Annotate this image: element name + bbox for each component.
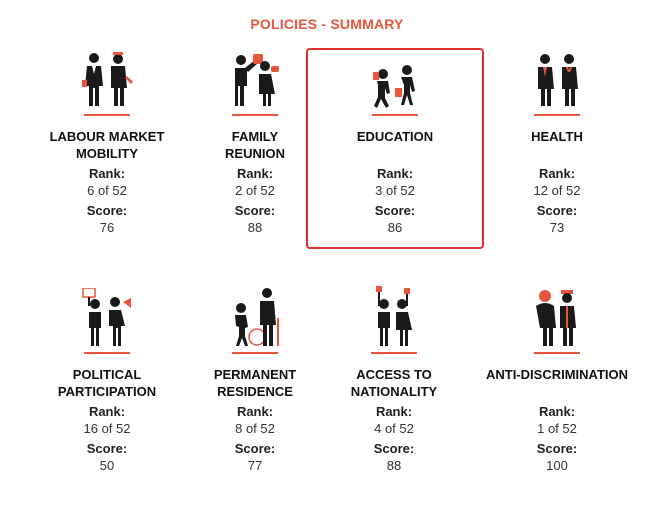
policy-card-anti-discrimination[interactable]: ANTI-DISCRIMINATION Rank: 1 of 52 Score:… <box>482 288 632 474</box>
score-label: Score: <box>374 203 416 218</box>
rank-label: Rank: <box>538 404 576 419</box>
score-value: 88 <box>386 458 402 473</box>
rank-label: Rank: <box>375 404 413 419</box>
score-label: Score: <box>86 203 128 218</box>
policy-card-political-participation[interactable]: POLITICAL PARTICIPATION Rank: 16 of 52 Sc… <box>32 288 182 474</box>
score-label: Score: <box>234 203 276 218</box>
rank-value: 16 of 52 <box>83 421 131 436</box>
score-value: 88 <box>247 220 263 235</box>
score-value: 50 <box>99 458 115 473</box>
rank-value: 6 of 52 <box>87 183 127 198</box>
score-value: 73 <box>549 220 565 235</box>
family-icon <box>180 50 330 108</box>
accent-underline <box>534 114 580 116</box>
policy-card-permanent-residence[interactable]: PERMANENT RESIDENCE Rank: 8 of 52 Score: … <box>180 288 330 474</box>
accent-underline <box>84 352 130 354</box>
score-label: Score: <box>86 441 128 456</box>
policy-card-access-to-nationality[interactable]: ACCESS TO NATIONALITY Rank: 4 of 52 Score… <box>319 286 469 474</box>
rank-label: Rank: <box>88 166 126 181</box>
policy-card-health[interactable]: HEALTH Rank: 12 of 52 Score: 73 <box>482 50 632 236</box>
students-icon <box>308 50 482 108</box>
rank-label: Rank: <box>376 166 414 181</box>
policy-card-labour-market-mobility[interactable]: LABOUR MARKET MOBILITY Rank: 6 of 52 Scor… <box>32 50 182 236</box>
rank-value: 1 of 52 <box>537 421 577 436</box>
policy-title: ACCESS TO NATIONALITY <box>350 367 438 399</box>
accent-underline <box>534 352 580 354</box>
policy-title: PERMANENT RESIDENCE <box>213 367 297 399</box>
rank-value: 12 of 52 <box>533 183 581 198</box>
accent-underline <box>232 352 278 354</box>
voters-icon <box>319 286 469 346</box>
doctors-icon <box>482 50 632 108</box>
policy-card-family-reunion[interactable]: FAMILY REUNION Rank: 2 of 52 Score: 88 <box>180 50 330 236</box>
score-value: 76 <box>99 220 115 235</box>
rank-label: Rank: <box>236 166 274 181</box>
policy-title: HEALTH <box>531 129 583 144</box>
page-title: POLICIES - SUMMARY <box>250 16 404 32</box>
rank-value: 8 of 52 <box>235 421 275 436</box>
rank-value: 3 of 52 <box>375 183 415 198</box>
accent-underline <box>371 352 417 354</box>
score-value: 100 <box>546 458 568 473</box>
score-label: Score: <box>536 441 578 456</box>
workers-icon <box>32 50 182 108</box>
policies-grid: LABOUR MARKET MOBILITY Rank: 6 of 52 Scor… <box>32 48 632 500</box>
equality-icon <box>482 288 632 346</box>
rank-value: 4 of 52 <box>374 421 414 436</box>
accent-underline <box>84 114 130 116</box>
policy-title: FAMILY REUNION <box>225 129 285 161</box>
rank-label: Rank: <box>88 404 126 419</box>
score-label: Score: <box>373 441 415 456</box>
policy-card-education[interactable]: EDUCATION Rank: 3 of 52 Score: 86 <box>306 48 484 249</box>
rank-label: Rank: <box>236 404 274 419</box>
rank-label: Rank: <box>538 166 576 181</box>
residents-icon <box>180 288 330 346</box>
accent-underline <box>372 114 418 116</box>
score-label: Score: <box>536 203 578 218</box>
policy-title: POLITICAL PARTICIPATION <box>57 367 157 399</box>
rank-value: 2 of 52 <box>235 183 275 198</box>
score-label: Score: <box>234 441 276 456</box>
protest-icon <box>32 288 182 346</box>
score-value: 86 <box>387 220 403 235</box>
policy-title: ANTI-DISCRIMINATION <box>485 367 629 382</box>
policy-title: LABOUR MARKET MOBILITY <box>49 129 165 161</box>
score-value: 77 <box>247 458 263 473</box>
policy-title: EDUCATION <box>356 129 434 144</box>
accent-underline <box>232 114 278 116</box>
